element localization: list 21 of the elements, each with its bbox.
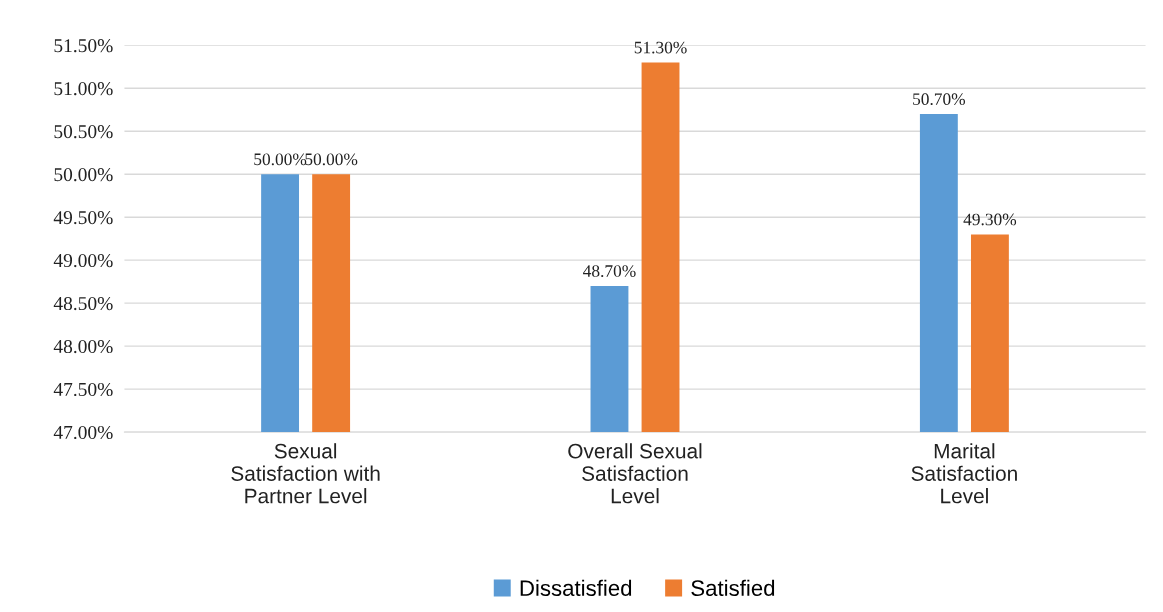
x-tick-label: Marital Satisfaction Level bbox=[911, 443, 1017, 504]
data-label: 49.30% bbox=[963, 213, 1017, 226]
y-tick-label: 50.00% bbox=[54, 168, 113, 182]
y-tick-label: 47.50% bbox=[53, 382, 113, 397]
y-tick-label: 50.50% bbox=[54, 125, 113, 139]
y-tick-label: 51.50% bbox=[54, 39, 113, 53]
data-label: 50.00% bbox=[254, 153, 307, 166]
data-label: 50.70% bbox=[913, 93, 966, 106]
y-tick-label: 49.50% bbox=[53, 211, 113, 225]
y-tick-label: 51.00% bbox=[54, 82, 113, 96]
data-label: 48.70% bbox=[583, 265, 636, 277]
x-tick-label: Overall Sexual Satisfaction Level bbox=[568, 443, 702, 504]
x-tick-label: Sexual Satisfaction with Partner Level bbox=[231, 443, 380, 504]
y-tick-label: 49.00% bbox=[53, 253, 113, 268]
legend-label: Dissatisfied bbox=[520, 579, 632, 597]
y-tick-label: 47.00% bbox=[53, 425, 113, 440]
data-label: 50.00% bbox=[305, 153, 358, 166]
y-tick-label: 48.00% bbox=[53, 339, 113, 354]
y-tick-label: 48.50% bbox=[53, 296, 113, 311]
data-label: 51.30% bbox=[634, 41, 687, 54]
legend-label: Satisfied bbox=[691, 579, 775, 597]
